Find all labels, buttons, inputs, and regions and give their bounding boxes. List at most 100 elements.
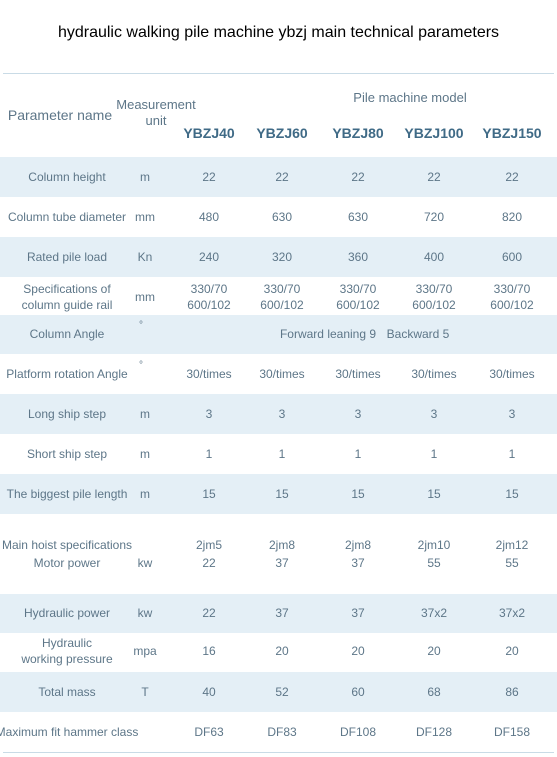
value: 52 — [275, 685, 289, 699]
unit: mpa — [133, 644, 157, 658]
line: 330/70 — [263, 282, 301, 296]
parameter-name: Short ship step — [27, 446, 107, 462]
line: Motor power — [33, 556, 101, 570]
model-name: YBZJ80 — [332, 125, 384, 141]
value: 30/times — [335, 367, 381, 381]
row-shade — [0, 672, 557, 712]
parameter-name: Motor power — [34, 555, 101, 571]
line: 330/70 — [493, 282, 531, 296]
value: 15 — [427, 487, 441, 501]
line: Short ship step — [26, 447, 108, 461]
unit: kw — [137, 606, 153, 620]
row-shade — [0, 315, 557, 354]
line: Specifications of — [23, 282, 111, 296]
value: 86 — [505, 685, 519, 699]
value: 3 — [508, 407, 516, 421]
value: 22 — [505, 170, 519, 184]
line: 330/70 — [339, 282, 377, 296]
value: 15 — [275, 487, 289, 501]
line: 330/70 — [190, 282, 228, 296]
value: 480 — [198, 210, 220, 224]
line: Total mass — [38, 685, 96, 699]
value: 37 — [351, 606, 365, 620]
rule — [3, 752, 554, 753]
value: 720 — [423, 210, 445, 224]
value: 3 — [430, 407, 438, 421]
value: 330/70 600/102 — [260, 281, 303, 313]
line: Column height — [28, 170, 106, 184]
value: 1 — [508, 447, 516, 461]
unit: m — [140, 170, 150, 184]
value: 330/70 600/102 — [490, 281, 533, 313]
line: Platform rotation Angle — [6, 367, 128, 381]
value: 22 — [275, 170, 289, 184]
value: 320 — [271, 250, 293, 264]
parameter-name: Column height — [28, 169, 105, 185]
line: 600/102 — [187, 298, 231, 312]
unit: ° — [139, 320, 143, 331]
value: 22 — [202, 170, 216, 184]
unit: kw — [137, 556, 153, 570]
value: 1 — [205, 447, 213, 461]
value: 37 — [275, 556, 289, 570]
value: 22 — [202, 606, 216, 620]
value: 40 — [202, 685, 216, 699]
value: 68 — [427, 685, 441, 699]
value: 2jm8 — [344, 538, 372, 552]
value: 400 — [423, 250, 445, 264]
line: Hydraulic power — [23, 606, 111, 620]
value: 37 — [275, 606, 289, 620]
value: 30/times — [489, 367, 535, 381]
line: Maximum fit hammer class — [0, 725, 139, 739]
value: 20 — [275, 644, 289, 658]
value: 15 — [202, 487, 216, 501]
value: 1 — [278, 447, 286, 461]
unit: mm — [135, 210, 155, 224]
row-shade — [0, 157, 557, 197]
unit: m — [140, 447, 150, 461]
line: Rated pile load — [26, 250, 108, 264]
value: 1 — [430, 447, 438, 461]
parameter-name: Maximum fit hammer class — [0, 724, 138, 740]
header-unit: Measurement unit — [116, 97, 195, 129]
line: working pressure — [21, 652, 113, 666]
value: 20 — [351, 644, 365, 658]
value: 600 — [501, 250, 523, 264]
parameter-name: Platform rotation Angle — [6, 366, 127, 382]
parameter-name: Specifications of column guide rail — [22, 281, 113, 313]
value: 2jm10 — [417, 538, 451, 552]
parameter-name: Column tube diameter — [8, 209, 126, 225]
line: Long ship step — [27, 407, 107, 421]
parameter-name: Long ship step — [28, 406, 106, 422]
line: column guide rail — [21, 298, 113, 312]
model-name: YBZJ60 — [256, 125, 308, 141]
value: 55 — [505, 556, 519, 570]
line: Hydraulic — [41, 636, 92, 650]
value: 60 — [351, 685, 365, 699]
value: 30/times — [186, 367, 232, 381]
row-shade — [0, 237, 557, 277]
value: 22 — [202, 556, 216, 570]
value: 820 — [501, 210, 523, 224]
value: Backward 5 — [386, 327, 450, 341]
model-name: YBZJ40 — [183, 125, 235, 141]
value: 630 — [271, 210, 293, 224]
value: 22 — [427, 170, 441, 184]
header-group: Pile machine model — [353, 90, 467, 105]
rule — [3, 73, 554, 74]
parameter-name: Column Angle — [30, 326, 105, 342]
parameter-name: Hydraulic power — [24, 605, 110, 621]
value: 37x2 — [498, 606, 526, 620]
parameter-name: Rated pile load — [27, 249, 107, 265]
value: 2jm12 — [495, 538, 529, 552]
value: DF63 — [194, 725, 224, 739]
value: 20 — [427, 644, 441, 658]
value: 16 — [202, 644, 216, 658]
value: 330/70 600/102 — [412, 281, 455, 313]
value: 20 — [505, 644, 519, 658]
value: 330/70 600/102 — [187, 281, 230, 313]
parameter-name: Main hoist specifications — [2, 537, 132, 553]
value: 22 — [351, 170, 365, 184]
parameter-name: Total mass — [38, 684, 95, 700]
